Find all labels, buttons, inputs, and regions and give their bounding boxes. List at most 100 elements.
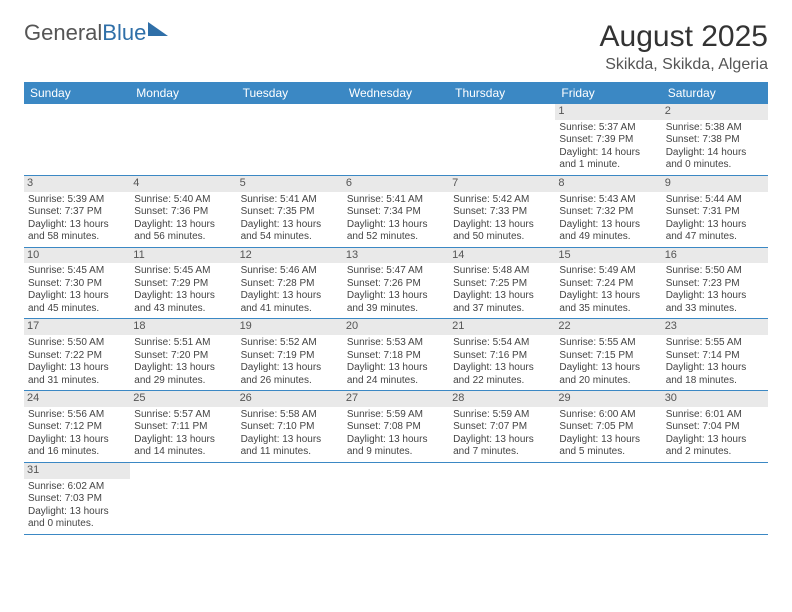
daylight-text: Daylight: 13 hours and 31 minutes. [28,362,126,387]
sunset-text: Sunset: 7:37 PM [28,206,126,219]
day-number: 1 [555,104,661,120]
daylight-text: Daylight: 13 hours and 0 minutes. [28,506,126,531]
day-number: 5 [237,176,343,192]
sunset-text: Sunset: 7:24 PM [559,278,657,291]
calendar-cell [130,104,236,175]
sunset-text: Sunset: 7:03 PM [28,493,126,506]
day-number: 16 [662,248,768,264]
calendar-cell: 20Sunrise: 5:53 AMSunset: 7:18 PMDayligh… [343,319,449,391]
sunset-text: Sunset: 7:14 PM [666,350,764,363]
weekday-header: Saturday [662,82,768,104]
calendar-cell: 12Sunrise: 5:46 AMSunset: 7:28 PMDayligh… [237,247,343,319]
calendar-cell: 24Sunrise: 5:56 AMSunset: 7:12 PMDayligh… [24,391,130,463]
daylight-text: Daylight: 13 hours and 41 minutes. [241,290,339,315]
location-subtitle: Skikda, Skikda, Algeria [600,56,768,74]
calendar-week: 31 Sunrise: 6:02 AMSunset: 7:03 PMDayligh… [24,462,768,534]
calendar-cell: 14Sunrise: 5:48 AMSunset: 7:25 PMDayligh… [449,247,555,319]
calendar-cell [237,104,343,175]
calendar-cell: 10Sunrise: 5:45 AMSunset: 7:30 PMDayligh… [24,247,130,319]
daylight-text: Daylight: 13 hours and 50 minutes. [453,219,551,244]
daylight-text: Daylight: 13 hours and 16 minutes. [28,434,126,459]
calendar-cell [555,462,661,534]
sunrise-text: Sunrise: 5:45 AM [28,265,126,278]
sunrise-text: Sunrise: 5:49 AM [559,265,657,278]
sunset-text: Sunset: 7:19 PM [241,350,339,363]
calendar-cell [237,462,343,534]
calendar-cell: 28Sunrise: 5:59 AMSunset: 7:07 PMDayligh… [449,391,555,463]
sunrise-text: Sunrise: 5:57 AM [134,409,232,422]
calendar-week: 1Sunrise: 5:37 AMSunset: 7:39 PMDaylight… [24,104,768,175]
calendar-week: 24Sunrise: 5:56 AMSunset: 7:12 PMDayligh… [24,391,768,463]
weekday-header: Monday [130,82,236,104]
day-number: 17 [24,319,130,335]
sunrise-text: Sunrise: 5:39 AM [28,194,126,207]
calendar-cell [662,462,768,534]
sunset-text: Sunset: 7:31 PM [666,206,764,219]
calendar-week: 3Sunrise: 5:39 AMSunset: 7:37 PMDaylight… [24,175,768,247]
sunset-text: Sunset: 7:12 PM [28,421,126,434]
calendar-cell: 8Sunrise: 5:43 AMSunset: 7:32 PMDaylight… [555,175,661,247]
page-title: August 2025 [600,20,768,54]
day-number: 26 [237,391,343,407]
daylight-text: Daylight: 13 hours and 29 minutes. [134,362,232,387]
sunrise-text: Sunrise: 5:45 AM [134,265,232,278]
calendar-table: SundayMondayTuesdayWednesdayThursdayFrid… [24,82,768,535]
weekday-header: Thursday [449,82,555,104]
day-number: 7 [449,176,555,192]
sunrise-text: Sunrise: 5:47 AM [347,265,445,278]
sunset-text: Sunset: 7:08 PM [347,421,445,434]
calendar-cell: 17Sunrise: 5:50 AMSunset: 7:22 PMDayligh… [24,319,130,391]
daylight-text: Daylight: 13 hours and 49 minutes. [559,219,657,244]
day-number: 28 [449,391,555,407]
daylight-text: Daylight: 13 hours and 2 minutes. [666,434,764,459]
sunrise-text: Sunrise: 5:54 AM [453,337,551,350]
day-number: 10 [24,248,130,264]
sunrise-text: Sunrise: 5:44 AM [666,194,764,207]
calendar-week: 10Sunrise: 5:45 AMSunset: 7:30 PMDayligh… [24,247,768,319]
daylight-text: Daylight: 13 hours and 7 minutes. [453,434,551,459]
daylight-text: Daylight: 13 hours and 56 minutes. [134,219,232,244]
sunset-text: Sunset: 7:33 PM [453,206,551,219]
daylight-text: Daylight: 13 hours and 35 minutes. [559,290,657,315]
calendar-cell: 23Sunrise: 5:55 AMSunset: 7:14 PMDayligh… [662,319,768,391]
day-number: 9 [662,176,768,192]
day-number: 31 [24,463,130,479]
daylight-text: Daylight: 13 hours and 52 minutes. [347,219,445,244]
sunrise-text: Sunrise: 5:41 AM [241,194,339,207]
sunrise-text: Sunrise: 6:01 AM [666,409,764,422]
day-number: 25 [130,391,236,407]
sunrise-text: Sunrise: 5:52 AM [241,337,339,350]
day-number: 6 [343,176,449,192]
sunrise-text: Sunrise: 5:56 AM [28,409,126,422]
page-header: GeneralBlue August 2025 Skikda, Skikda, … [24,20,768,74]
day-number: 23 [662,319,768,335]
day-number: 8 [555,176,661,192]
sunrise-text: Sunrise: 5:50 AM [28,337,126,350]
sunset-text: Sunset: 7:05 PM [559,421,657,434]
calendar-cell: 26Sunrise: 5:58 AMSunset: 7:10 PMDayligh… [237,391,343,463]
calendar-cell: 31 Sunrise: 6:02 AMSunset: 7:03 PMDayligh… [24,462,130,534]
sunrise-text: Sunrise: 6:00 AM [559,409,657,422]
day-number: 21 [449,319,555,335]
sunrise-text: Sunrise: 6:02 AM [28,481,126,494]
calendar-cell [449,462,555,534]
calendar-cell: 21Sunrise: 5:54 AMSunset: 7:16 PMDayligh… [449,319,555,391]
daylight-text: Daylight: 13 hours and 9 minutes. [347,434,445,459]
sunset-text: Sunset: 7:04 PM [666,421,764,434]
day-number: 15 [555,248,661,264]
daylight-text: Daylight: 13 hours and 39 minutes. [347,290,445,315]
day-number: 3 [24,176,130,192]
day-number: 14 [449,248,555,264]
sunrise-text: Sunrise: 5:55 AM [559,337,657,350]
daylight-text: Daylight: 13 hours and 47 minutes. [666,219,764,244]
day-number: 27 [343,391,449,407]
sunset-text: Sunset: 7:11 PM [134,421,232,434]
day-number: 11 [130,248,236,264]
sunrise-text: Sunrise: 5:43 AM [559,194,657,207]
sunset-text: Sunset: 7:20 PM [134,350,232,363]
calendar-cell: 19Sunrise: 5:52 AMSunset: 7:19 PMDayligh… [237,319,343,391]
daylight-text: Daylight: 13 hours and 14 minutes. [134,434,232,459]
weekday-header: Sunday [24,82,130,104]
daylight-text: Daylight: 13 hours and 58 minutes. [28,219,126,244]
calendar-cell: 2Sunrise: 5:38 AMSunset: 7:38 PMDaylight… [662,104,768,175]
